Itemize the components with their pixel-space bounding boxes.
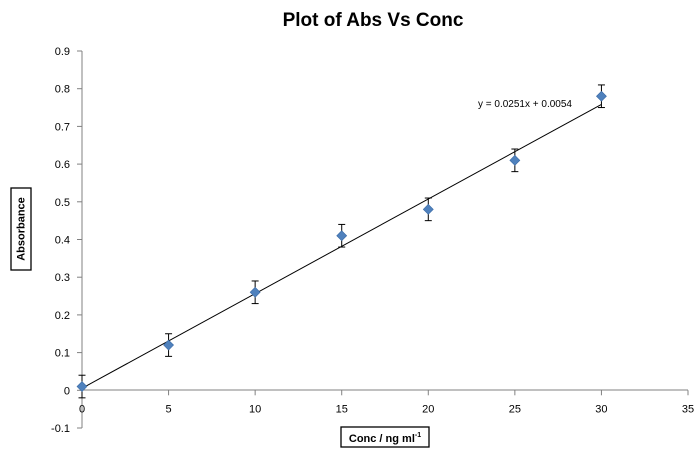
x-tick-label: 35: [682, 403, 694, 415]
y-tick-label: 0.6: [55, 159, 70, 171]
x-tick-label: 30: [595, 403, 607, 415]
axes: [82, 51, 688, 428]
y-tick-label: 0.7: [55, 121, 70, 133]
data-point: [164, 340, 174, 350]
y-axis-title-box: Absorbance: [11, 188, 31, 270]
y-tick-label: 0.2: [55, 310, 70, 322]
data-point: [423, 204, 433, 214]
x-tick-label: 25: [509, 403, 521, 415]
x-tick-label: 15: [336, 403, 348, 415]
x-tick-label: 5: [166, 403, 172, 415]
x-axis-title-box: Conc / ng ml-1: [341, 427, 429, 447]
x-tick-label: 10: [249, 403, 261, 415]
x-tick-label: 0: [79, 403, 85, 415]
data-point: [510, 155, 520, 165]
y-tick-label: 0.9: [55, 46, 70, 58]
x-tick-label: 20: [422, 403, 434, 415]
data-point: [337, 231, 347, 241]
y-tick-label: 0.3: [55, 272, 70, 284]
y-tick-label: 0.1: [55, 348, 70, 360]
y-ticks: -0.1 0 0.1 0.2 0.3 0.4 0.5 0.6 0.7 0.8 0.9: [51, 46, 82, 435]
trendline-equation: y = 0.0251x + 0.0054: [478, 99, 572, 110]
x-axis-title: Conc / ng ml-1: [349, 432, 421, 445]
y-tick-label: -0.1: [51, 423, 70, 435]
data-point: [596, 91, 606, 101]
y-tick-label: 0.5: [55, 197, 70, 209]
error-bars: [79, 85, 605, 398]
x-ticks: 0 5 10 15 20 25 30 35: [79, 390, 694, 415]
y-tick-label: 0.4: [55, 235, 70, 247]
x-axis-title-main: Conc / ng ml: [349, 433, 415, 445]
y-tick-label: 0.8: [55, 84, 70, 96]
y-axis-title: Absorbance: [16, 197, 28, 261]
chart-title: Plot of Abs Vs Conc: [283, 10, 464, 31]
x-axis-title-superscript: -1: [415, 432, 421, 439]
y-tick-label: 0: [64, 385, 70, 397]
